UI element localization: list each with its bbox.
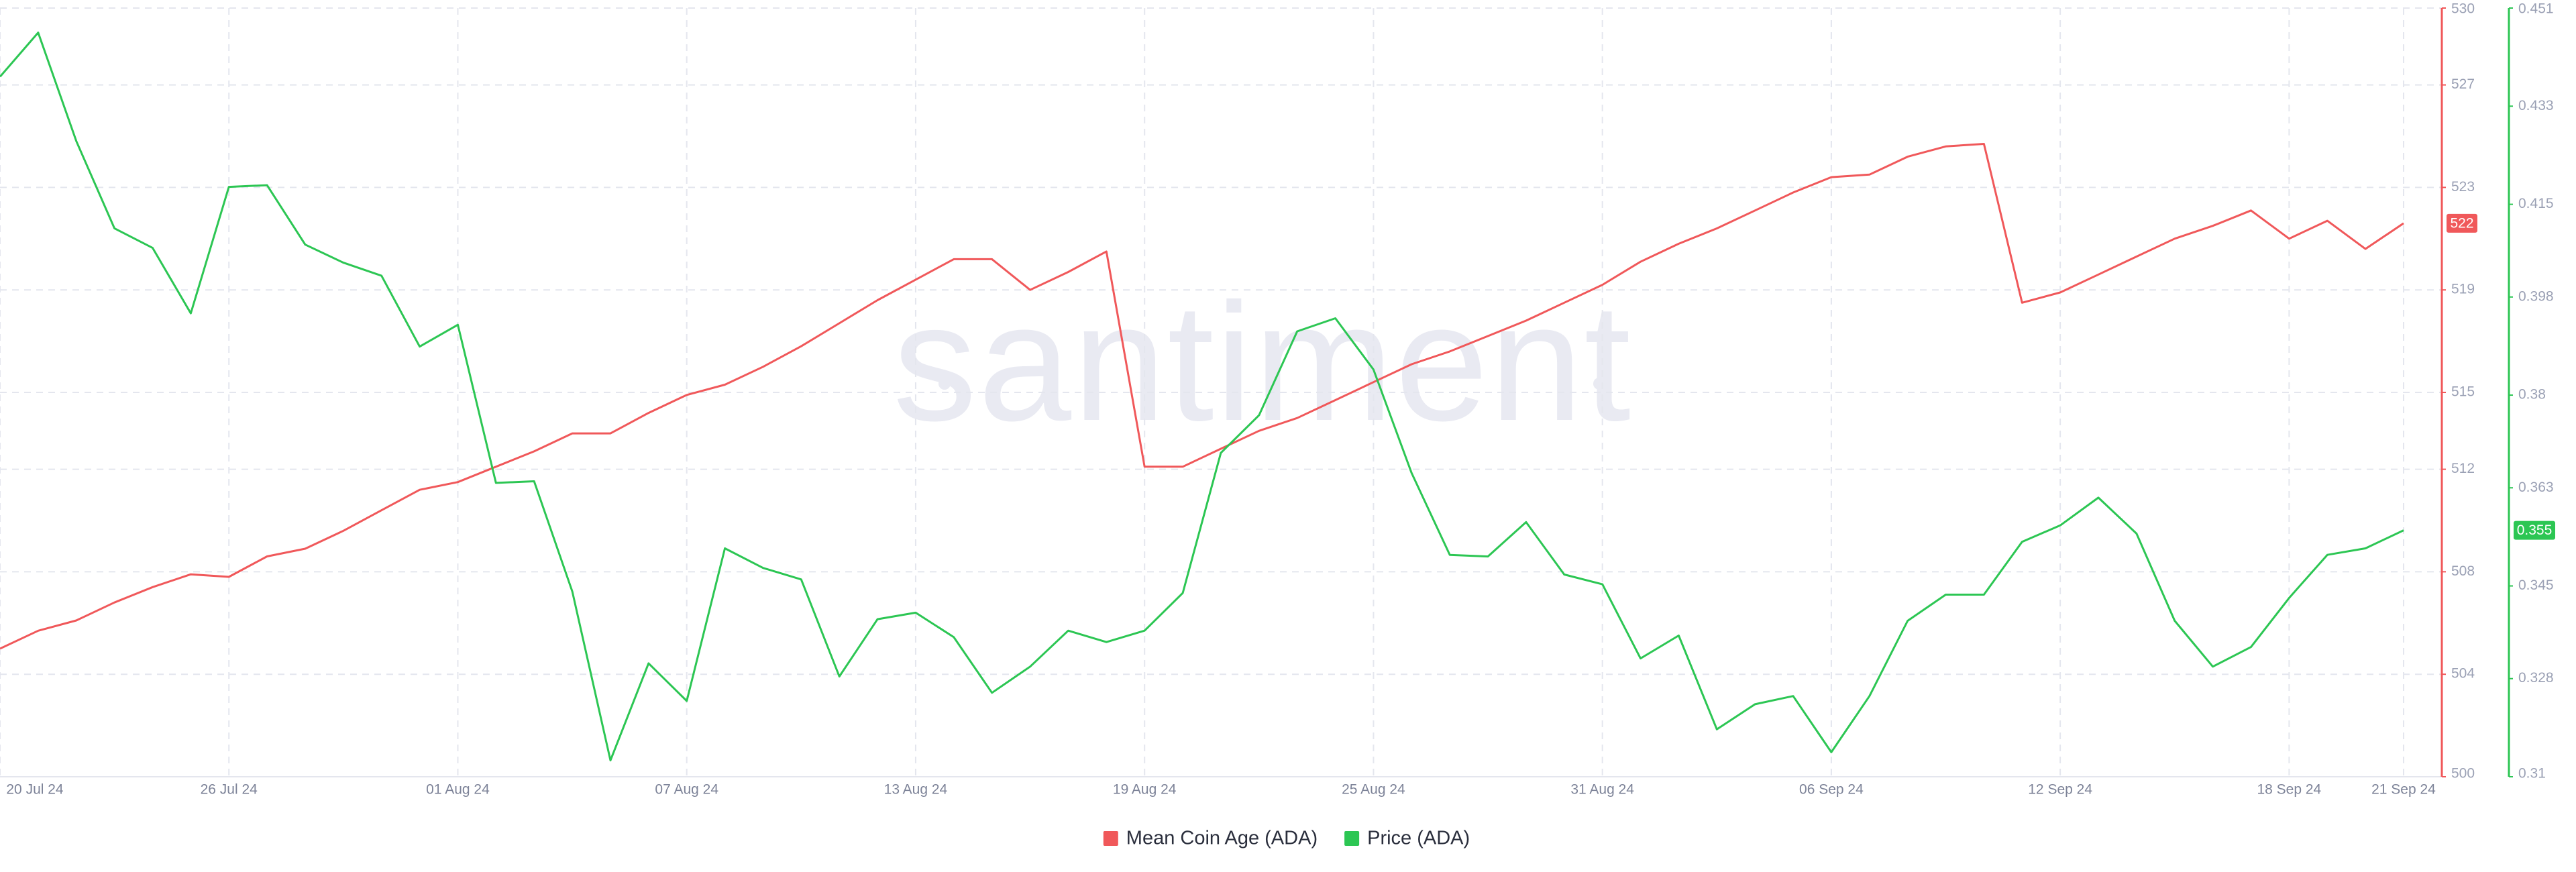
x-tick-label: 01 Aug 24 [426,782,490,798]
y2-tick-label: 0.398 [2518,288,2554,304]
legend-swatch [1344,831,1360,846]
last-value-label: 0.355 [2517,523,2553,538]
y-tick-label: 504 [2451,666,2475,682]
series-line [0,32,2404,762]
x-tick-label: 07 Aug 24 [655,782,718,798]
watermark-dot [1593,378,1605,390]
series-line [0,143,2404,650]
y2-tick-label: 0.451 [2518,1,2554,17]
last-value-badge [2447,213,2477,233]
legend: Mean Coin Age (ADA) Price (ADA) [1103,828,1470,849]
legend-swatch [1103,831,1118,846]
y-tick-label: 530 [2451,1,2475,17]
y-tick-label: 508 [2451,563,2475,579]
x-tick-label: 13 Aug 24 [884,782,948,798]
legend-label: Mean Coin Age (ADA) [1126,828,1318,849]
watermark-dot [938,378,951,390]
y-tick-label: 523 [2451,179,2475,195]
y-tick-label: 527 [2451,76,2475,92]
grid [0,7,2442,777]
x-tick-label: 26 Jul 24 [201,782,258,798]
x-tick-label: 06 Sep 24 [1799,782,1864,798]
watermark-text: santiment [893,268,1632,455]
y-tick-label: 500 [2451,766,2475,781]
x-tick-label: 21 Sep 24 [2371,782,2436,798]
y2-tick-label: 0.415 [2518,196,2554,211]
last-value-label: 522 [2450,215,2473,231]
y2-tick-label: 0.433 [2518,98,2554,113]
y-tick-label: 512 [2451,461,2475,476]
legend-label: Price (ADA) [1367,828,1470,849]
x-tick-label: 31 Aug 24 [1570,782,1634,798]
y-tick-label: 515 [2451,384,2475,400]
watermark: santiment [893,268,1632,455]
last-value-badge [2514,521,2555,540]
y2-tick-label: 0.345 [2518,578,2554,593]
x-tick-label: 20 Jul 24 [6,782,64,798]
x-tick-label: 25 Aug 24 [1342,782,1405,798]
y2-tick-label: 0.31 [2518,766,2546,781]
y-tick-label: 519 [2451,282,2475,297]
y2-tick-label: 0.363 [2518,480,2554,495]
x-tick-label: 19 Aug 24 [1113,782,1177,798]
x-tick-label: 12 Sep 24 [2028,782,2092,798]
x-tick-label: 18 Sep 24 [2257,782,2321,798]
y2-tick-label: 0.38 [2518,387,2546,402]
y2-tick-label: 0.328 [2518,670,2554,686]
